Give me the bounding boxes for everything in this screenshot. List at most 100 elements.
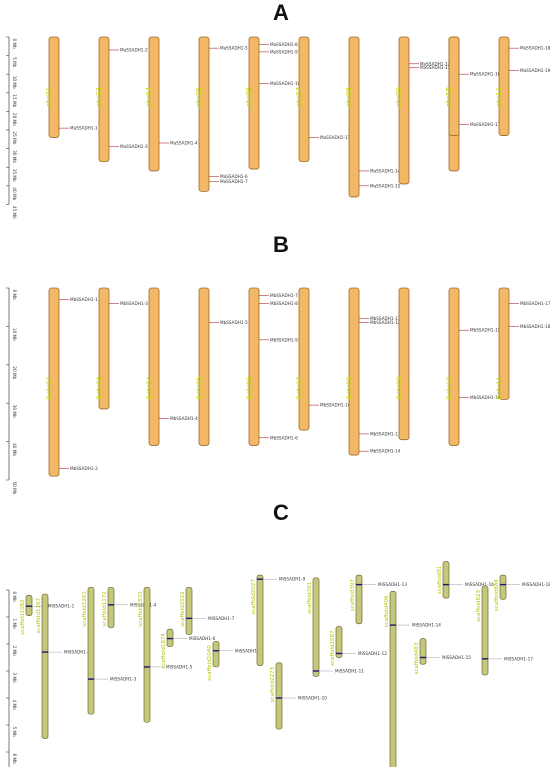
scaffold-label: scaffold1167 xyxy=(36,598,42,634)
gene-label: MbSSADH1-7 xyxy=(270,293,298,298)
gene-label: MiSSADH1-15 xyxy=(442,655,471,660)
axis-tick-label: 40 Mb xyxy=(12,187,17,200)
gene-label: MaSSADH1-10 xyxy=(270,81,301,86)
chromosome: chr06 MaSSADH1-8 MaSSADH1-9 MaSSADH1-10 xyxy=(245,36,301,170)
scaffold: scaffold391 MiSSADH1-11 xyxy=(307,577,364,677)
chromosome-bar xyxy=(298,36,310,163)
gene-label: MbSSADH1-5 xyxy=(220,320,248,325)
chromosome-bar xyxy=(198,36,210,192)
gene-label: MaSSADH1-16 xyxy=(470,72,501,77)
chromosome-bar xyxy=(198,287,210,446)
chromosome: chr01 MaSSADH1-1 xyxy=(45,36,98,138)
scaffold-label: scaffold2027 xyxy=(251,579,257,615)
chromosome-label: Bchr08 xyxy=(345,376,353,399)
axis-tick-label: 30 Mb xyxy=(12,405,17,418)
scaffold-bar xyxy=(256,574,264,666)
chromosome-bar xyxy=(248,36,260,170)
chromosome-label: chr09 xyxy=(395,87,403,107)
chromosome: Bchr05 MbSSADH1-5 xyxy=(195,287,248,446)
chromosome-label: chr01 xyxy=(45,87,53,107)
scaffold-bar xyxy=(87,586,95,715)
scaffold-bar xyxy=(212,640,220,668)
axis-tick-label: 50 Mb xyxy=(12,482,17,495)
chromosome-label: Bchr10 xyxy=(445,376,453,399)
chromosome-label: chr06 xyxy=(245,86,253,107)
gene-label: MbSSADH1-13 xyxy=(370,431,401,436)
scaffold-bar xyxy=(335,626,343,658)
gene-label: MbSSADH1-3 xyxy=(120,301,148,306)
chromosome-label: chr11 xyxy=(495,87,503,107)
axis-tick-label: 4 Mb xyxy=(12,700,17,711)
chromosome-label: Bchr06 xyxy=(245,376,253,399)
axis-tick-label: 30 Mb xyxy=(12,150,17,163)
scaffold-label: scaffold884 xyxy=(494,579,500,611)
gene-label: MaSSADH1-1 xyxy=(70,126,98,131)
axis-tick-label: 0 Mb xyxy=(12,290,17,301)
axis-tick-label: 6 Mb xyxy=(12,754,17,765)
gene-label: MiSSADH1-12 xyxy=(358,651,387,656)
gene-label: MaSSADH1-2 xyxy=(120,48,148,53)
chromosome-label: Bchr01 xyxy=(45,376,53,399)
chromosome-label: chr03 xyxy=(95,87,103,107)
gene-label: MiSSADH1-9 xyxy=(279,577,306,582)
panel-c: C0 Mb1 Mb2 Mb3 Mb4 Mb5 Mb6 Mb7 Mbscaffol… xyxy=(6,500,550,767)
chromosome-label: Bchr11 xyxy=(495,376,503,399)
scaffold-label: scaffold397 xyxy=(350,579,356,611)
chromosome: Bchr07 MbSSADH1-10 xyxy=(295,287,351,431)
axis-tick-label: 1 Mb xyxy=(12,619,17,630)
gene-label: MaSSADH1-19 xyxy=(520,68,550,73)
axis-tick-label: 5 Mb xyxy=(12,57,17,68)
scaffold-label: scaffold1832 xyxy=(138,591,144,626)
chromosome: Bchr06 MbSSADH1-7 MbSSADH1-8 MbSSADH1-9 MbSS… xyxy=(245,287,298,446)
chromosome: Bchr04 MbSSADH1-4 xyxy=(145,287,198,446)
axis-tick-label: 10 Mb xyxy=(12,76,17,89)
gene-label: MiSSADH1-8 xyxy=(235,648,262,653)
chromosome-bar xyxy=(98,287,110,410)
chromosome-bar xyxy=(298,287,310,431)
scaffold-label: scaffold823 xyxy=(476,589,482,621)
scaffold: scaffold1832 MiSSADH1-5 xyxy=(138,586,193,723)
gene-label: MaSSADH1-17 xyxy=(470,122,501,127)
gene-label: MaSSADH1-9 xyxy=(270,49,298,54)
scaffold: scaffold1261 MiSSADH1-3 xyxy=(82,586,137,715)
axis-tick-label: 15 Mb xyxy=(12,94,17,107)
scaffold: scaffold81 MiSSADH1-16 xyxy=(437,561,494,599)
chromosome-bar xyxy=(48,287,60,477)
scaffold-label: scaffold1082 xyxy=(20,599,26,634)
axis-tick-label: 20 Mb xyxy=(12,366,17,379)
gene-label: MiSSADH1-11 xyxy=(335,669,364,674)
gene-label: MaSSADH1-5 xyxy=(220,46,248,51)
gene-label: MaSSADH1-7 xyxy=(220,179,248,184)
chromosome-label: Bchr05 xyxy=(195,376,203,399)
chromosome-label: chr05 xyxy=(195,87,203,107)
scaffold-bar xyxy=(419,638,427,665)
axis-tick-label: 5 Mb xyxy=(12,727,17,738)
chromosome: Bchr11 MbSSADH1-17 MbSSADH1-18 xyxy=(495,287,550,400)
scaffold: scaffold884 MiSSADH1-18 xyxy=(494,574,550,611)
panel-a: A 0 Mb 5 Mb 10 Mb 15 Mb 20 Mb 25 Mb 30 Mb 35 Mb 4… xyxy=(6,0,550,219)
chromosome-bar xyxy=(348,36,360,198)
gene-label: MbSSADH1-1 xyxy=(70,297,98,302)
gene-label: MbSSADH1-14 xyxy=(370,449,401,454)
chromosome-label: chr11 xyxy=(445,87,453,107)
chromosome-bar xyxy=(148,287,160,446)
chromosome-label: Bchr03 xyxy=(95,376,103,399)
chromosome-label: chr07 xyxy=(295,87,303,107)
panel-title: A xyxy=(273,0,289,25)
gene-label: MaSSADH1-13 xyxy=(420,65,451,70)
gene-label: MbSSADH1-9 xyxy=(270,337,298,342)
scaffold-bar xyxy=(107,586,115,629)
gene-label: MbSSADH1-12 xyxy=(370,320,401,325)
scaffold: scaffold1167 MiSSADH1-2 xyxy=(36,593,91,739)
gene-label: MiSSADH1-7 xyxy=(208,616,235,621)
chromosome-bar xyxy=(348,287,360,456)
gene-label: MaSSADH1-8 xyxy=(270,42,298,47)
axis-tick-label: 0 Mb xyxy=(12,39,17,50)
gene-label: MiSSADH1-13 xyxy=(378,582,407,587)
scaffold-label: scaffold2022 xyxy=(180,591,186,626)
chromosome-bar xyxy=(48,36,60,138)
